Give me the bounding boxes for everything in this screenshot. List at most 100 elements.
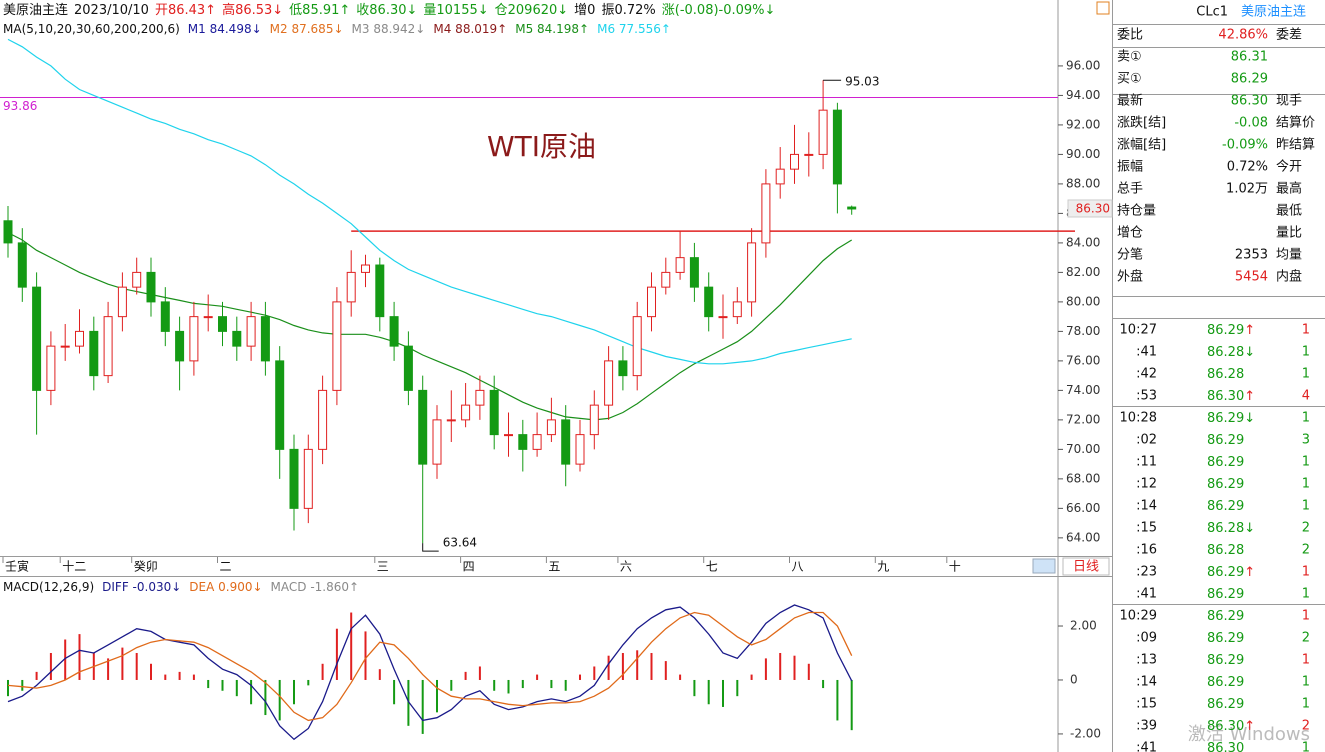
- header-field: 量10155↓: [423, 3, 488, 18]
- trade-price-value: 86.30: [1207, 741, 1244, 752]
- macd-bar: [664, 661, 667, 680]
- header-field: 高86.53↓: [222, 2, 283, 18]
- trade-time: :23: [1136, 565, 1157, 580]
- quote-label: 涨跌[结]: [1117, 115, 1166, 131]
- macd-bar: [7, 679, 9, 697]
- x-tick-label: 七: [706, 560, 718, 574]
- trade-time: :11: [1136, 455, 1157, 470]
- candle-body: [75, 330, 84, 347]
- quote-label: 分笔: [1117, 247, 1143, 263]
- quote-value: 86.30: [1231, 94, 1268, 109]
- y-tick-label: 92.00: [1066, 117, 1100, 131]
- candle-body: [332, 301, 342, 391]
- trade-price-value: 86.29: [1207, 675, 1244, 690]
- candle-body: [146, 271, 156, 303]
- x-tick-label: 八: [792, 560, 804, 574]
- macd-bar: [178, 671, 181, 680]
- trade-price-value: 86.28: [1207, 345, 1244, 360]
- macd-bar: [436, 679, 438, 713]
- y-tick-label: 64.00: [1066, 530, 1100, 544]
- quote-label: 外盘: [1117, 269, 1143, 285]
- trade-price-value: 86.30: [1207, 719, 1244, 734]
- trade-arrow: ↓: [1244, 521, 1255, 536]
- candle-body: [189, 316, 199, 362]
- trade-price-value: 86.29: [1207, 323, 1244, 338]
- period-button[interactable]: [1062, 557, 1110, 576]
- corner-icon[interactable]: [1096, 1, 1110, 15]
- y-tick-label: 84.00: [1066, 235, 1100, 249]
- scroll-handle[interactable]: [1032, 558, 1056, 574]
- trade-time: :02: [1136, 433, 1157, 448]
- candle-body: [175, 330, 185, 362]
- candle-body: [389, 316, 399, 347]
- trade-volume: 1: [1302, 477, 1310, 492]
- legend-entry: DEA 0.900↓: [189, 580, 262, 594]
- trade-price-value: 86.29: [1207, 433, 1244, 448]
- last-price-label: 86.30: [1076, 201, 1110, 215]
- header: 美原油主连 2023/10/10 开86.43↑ 高86.53↓ 低85.91↑ 收86.…: [3, 2, 775, 18]
- trade-volume: 2: [1302, 719, 1310, 734]
- y-tick-label: 94.00: [1066, 88, 1100, 102]
- trade-price: 86.29: [1207, 433, 1244, 448]
- quote-label: 增仓: [1117, 226, 1143, 241]
- candle-body: [675, 257, 685, 273]
- x-tick-label: 十二: [62, 560, 86, 574]
- x-tick-label: 癸卯: [134, 560, 158, 574]
- period-label[interactable]: 日线: [1073, 560, 1099, 575]
- macd-bar: [307, 679, 310, 686]
- macd-line: [7, 604, 853, 741]
- min-label: 63.64: [443, 536, 477, 550]
- trade-arrow: ↑: [1244, 719, 1255, 734]
- header-field: 振0.72%: [601, 3, 655, 18]
- macd-legend-title: MACD(12,26,9): [3, 580, 94, 594]
- candle-body: [790, 153, 799, 170]
- trade-time: :41: [1136, 587, 1157, 602]
- ma-line: [7, 38, 852, 365]
- x-tick-label: 九: [877, 560, 889, 574]
- y-tick-label: 96.00: [1066, 58, 1100, 72]
- quote-label: 现手: [1276, 94, 1302, 109]
- macd-bar: [49, 652, 52, 680]
- legend-entry: MACD -1.860↑: [271, 580, 360, 594]
- macd-bar: [579, 674, 581, 680]
- candle-body: [375, 264, 385, 318]
- macd-bar: [564, 679, 567, 691]
- x-tick-label: 壬寅: [5, 559, 29, 574]
- quote-value: -0.09%: [1222, 138, 1268, 153]
- quote-value: 86.29: [1231, 72, 1268, 87]
- y-tick-label: 70.00: [1066, 442, 1100, 456]
- trade-price: 86.29↓: [1207, 411, 1255, 426]
- macd-bar: [135, 652, 138, 680]
- candle-body: [546, 419, 556, 436]
- trade-price: 86.30↑: [1207, 719, 1255, 734]
- quote-label: 总手: [1117, 182, 1143, 197]
- candle-body: [832, 109, 842, 185]
- quote-label: 最新: [1117, 93, 1143, 109]
- candle-body: [504, 434, 513, 437]
- candle-body: [160, 301, 170, 332]
- y-tick-label: 90.00: [1066, 147, 1100, 161]
- macd-bar: [321, 663, 324, 680]
- trade-price: 86.29: [1207, 587, 1244, 602]
- x-tick-label: 四: [463, 560, 475, 574]
- macd-bar: [793, 655, 796, 680]
- candle-body: [3, 220, 13, 244]
- quote-label: 结算价: [1276, 116, 1315, 131]
- candle-body: [403, 345, 413, 391]
- candle-body: [218, 316, 227, 332]
- trade-price-value: 86.29: [1207, 631, 1244, 646]
- quote-value: 2353: [1235, 248, 1268, 263]
- candle-body: [461, 404, 471, 421]
- candle-body: [246, 316, 256, 347]
- trade-price: 86.29↑: [1207, 565, 1255, 580]
- trade-time: :09: [1136, 631, 1157, 646]
- candle-body: [32, 286, 42, 391]
- quote-value: 5454: [1235, 270, 1268, 285]
- trade-price: 86.29: [1207, 631, 1244, 646]
- macd-bar: [707, 679, 710, 705]
- macd-bar: [593, 666, 596, 680]
- trade-volume: 1: [1302, 741, 1310, 752]
- trade-volume: 1: [1302, 345, 1310, 360]
- trade-price: 86.29: [1207, 675, 1244, 690]
- y-tick-label: 76.00: [1066, 353, 1100, 367]
